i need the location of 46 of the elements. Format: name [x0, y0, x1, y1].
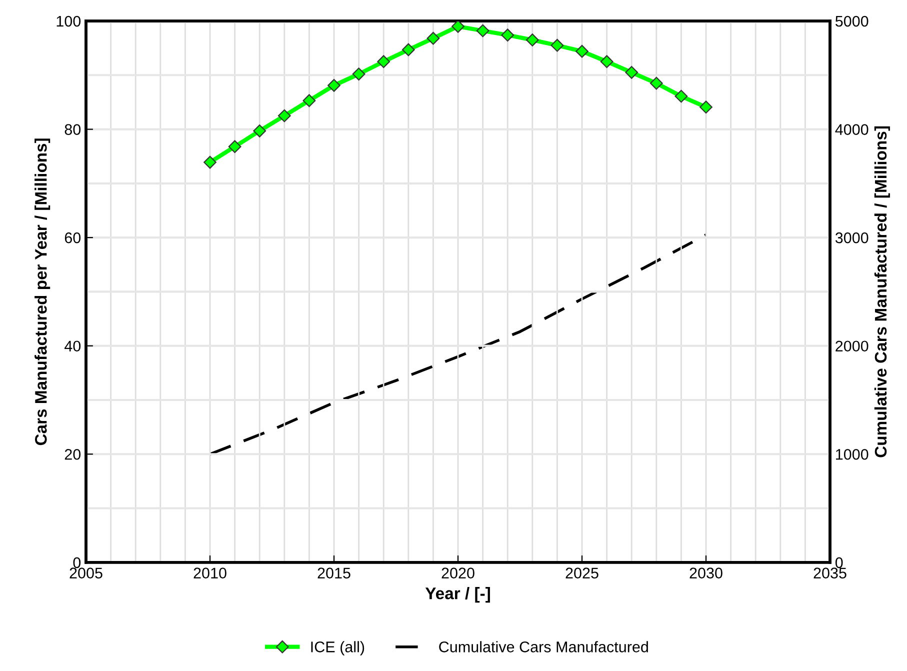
- point: [476, 24, 490, 38]
- point: [228, 140, 242, 154]
- point: [402, 43, 415, 56]
- x-tick-label: 2030: [690, 568, 722, 578]
- y-tick-label: 20: [64, 448, 81, 460]
- x-tick-label: 2005: [70, 568, 102, 578]
- y2-tick-label: 1000: [836, 448, 868, 460]
- point: [625, 66, 638, 79]
- point: [452, 21, 464, 33]
- point: [674, 90, 688, 103]
- x-tick-label: 2015: [318, 568, 350, 578]
- point: [204, 156, 216, 169]
- y-tick-label: 60: [64, 232, 81, 244]
- y2-tick-label: 3000: [835, 232, 868, 244]
- x-tick-label: 2025: [566, 568, 598, 578]
- point: [278, 109, 291, 122]
- x-tick-label: 2020: [442, 568, 474, 578]
- point: [526, 34, 539, 46]
- y2-tick-label: 0: [835, 557, 843, 568]
- x-tick-label: 2035: [814, 568, 846, 578]
- line-series: [208, 233, 708, 456]
- y-tick-label: 0: [73, 557, 81, 568]
- y-tick-label: 80: [64, 124, 81, 135]
- point: [600, 55, 614, 68]
- point: [377, 55, 390, 68]
- point: [302, 94, 316, 108]
- point: [253, 124, 266, 138]
- point: [426, 32, 440, 45]
- legend-label: ICE (all): [311, 641, 364, 656]
- point: [650, 76, 663, 90]
- y2-axis-title: Cumulative Cars Manufactured / [Millions]: [874, 126, 890, 458]
- legend-label: Cumulative Cars Manufactured: [439, 641, 648, 652]
- point: [700, 100, 712, 114]
- point: [328, 78, 340, 92]
- point: [550, 38, 564, 52]
- y2-tick-label: 4000: [835, 124, 868, 135]
- x-tick-label: 2010: [194, 568, 226, 578]
- y2-tick-label: 2000: [836, 340, 868, 352]
- point: [352, 68, 366, 81]
- point: [501, 28, 514, 42]
- y2-tick-label: 5000: [835, 16, 868, 27]
- y-axis-title: Cars Manufactured per Year / [Millions]: [34, 138, 50, 446]
- y-tick-label: 40: [64, 340, 81, 352]
- point: [576, 44, 588, 58]
- x-axis-title: Year / [-]: [425, 587, 490, 603]
- y-tick-label: 100: [56, 16, 81, 27]
